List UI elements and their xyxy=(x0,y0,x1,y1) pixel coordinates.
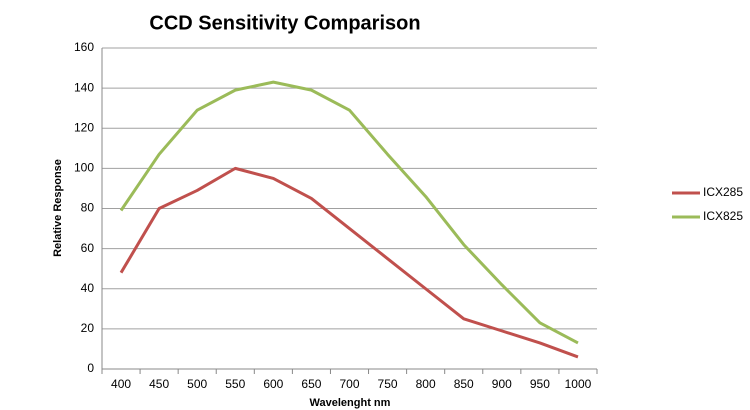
y-tick-label: 0 xyxy=(87,361,94,375)
x-tick-label: 650 xyxy=(301,377,321,391)
x-tick-label: 900 xyxy=(492,377,512,391)
series-line xyxy=(119,166,579,359)
x-tick-label: 550 xyxy=(225,377,245,391)
x-tick-label: 400 xyxy=(111,377,131,391)
x-tick-label: 500 xyxy=(187,377,207,391)
x-tick-label: 700 xyxy=(339,377,359,391)
x-tick-label: 1000 xyxy=(565,377,592,391)
x-tick-label: 850 xyxy=(454,377,474,391)
x-tick-label: 800 xyxy=(416,377,436,391)
series-line xyxy=(119,80,579,345)
y-tick-label: 120 xyxy=(74,120,94,134)
x-tick-label: 450 xyxy=(149,377,169,391)
x-tick-label: 750 xyxy=(378,377,398,391)
chart-title: CCD Sensitivity Comparison xyxy=(149,12,420,34)
legend-label: ICX285 xyxy=(703,185,743,199)
legend-label: ICX825 xyxy=(703,209,743,223)
y-tick-label: 40 xyxy=(81,281,95,295)
x-axis-title: Wavelenght nm xyxy=(310,397,391,409)
y-axis-title: Relative Response xyxy=(52,159,64,257)
y-tick-label: 80 xyxy=(81,201,95,215)
y-tick-label: 160 xyxy=(74,40,94,54)
y-tick-label: 60 xyxy=(81,241,95,255)
y-tick-label: 20 xyxy=(81,321,95,335)
x-tick-label: 600 xyxy=(263,377,283,391)
y-tick-label: 140 xyxy=(74,80,94,94)
y-tick-label: 100 xyxy=(74,161,94,175)
x-tick-label: 950 xyxy=(530,377,550,391)
